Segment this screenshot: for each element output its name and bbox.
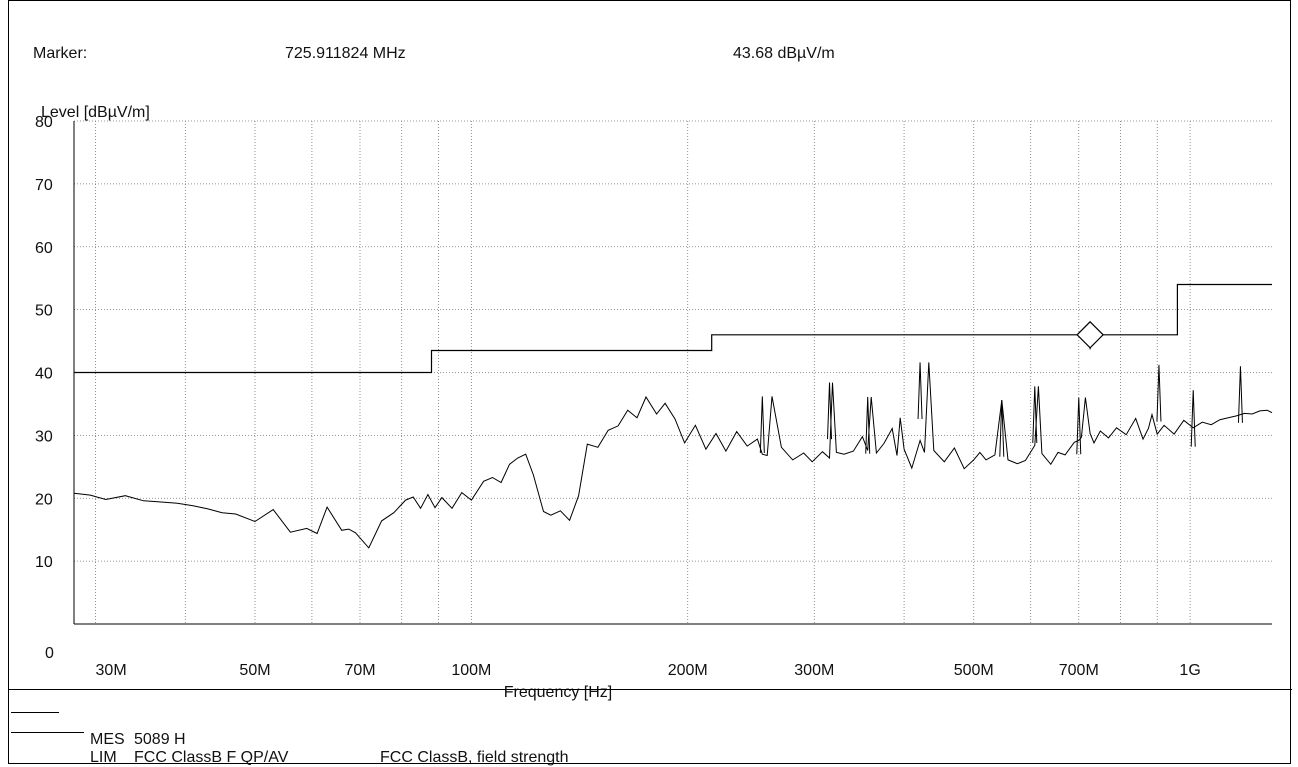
y-tick-label: 80: [35, 114, 53, 131]
x-tick-label: 1G: [1179, 662, 1200, 679]
emission-chart: 0 10 20 30 40 50 60 70 80 30M 50M 70M 100M 200M 300M 50…: [35, 104, 1273, 701]
y-tick-label: 10: [35, 554, 53, 571]
emission-spike: [865, 397, 871, 454]
y-tick-label: 0: [45, 645, 54, 662]
marker-frequency: 725.911824 MHz: [285, 45, 406, 62]
x-tick-label: 500M: [954, 662, 994, 679]
marker-level: 43.68 dBµV/m: [733, 45, 835, 62]
y-axis-label: Level [dBµV/m]: [41, 104, 150, 121]
y-tick-label: 20: [35, 491, 53, 508]
emission-spike: [1156, 364, 1162, 422]
legend-mes-tag: MES: [90, 731, 125, 748]
legend-lim-tag: LIM: [90, 749, 117, 766]
emission-spike: [999, 400, 1005, 457]
emission-spike: [1190, 390, 1196, 447]
legend-blank-line: [11, 712, 59, 713]
legend-lim-desc: FCC ClassB, field strength: [380, 749, 569, 766]
legend-lim-name: FCC ClassB F QP/AV: [134, 749, 289, 766]
x-tick-label: 50M: [239, 662, 270, 679]
marker-label: Marker:: [33, 45, 88, 62]
x-tick-label: 300M: [794, 662, 834, 679]
emission-spike: [759, 396, 765, 453]
emc-report-frame: Marker: 725.911824 MHz 43.68 dBµV/m 0 10 2…: [8, 0, 1292, 766]
y-tick-label: 50: [35, 303, 53, 320]
emission-spike: [1237, 366, 1243, 423]
legend-mes-line: [11, 732, 84, 733]
legend-mes-text: 5089 H: [134, 731, 186, 748]
emission-spike: [1032, 386, 1038, 443]
separator-line: [9, 689, 1292, 690]
y-tick-label: 30: [35, 428, 53, 445]
y-tick-label: 60: [35, 240, 53, 257]
y-tick-label: 40: [35, 366, 53, 383]
x-tick-label: 70M: [344, 662, 375, 679]
marker-diamond: [1076, 320, 1104, 349]
x-tick-label: 100M: [451, 662, 491, 679]
x-tick-label: 700M: [1059, 662, 1099, 679]
emission-spike: [827, 382, 833, 440]
emission-spike: [917, 362, 923, 420]
emission-spike: [1076, 397, 1082, 455]
y-tick-label: 70: [35, 177, 53, 194]
x-axis-label: Frequency [Hz]: [504, 684, 612, 701]
measurement-trace: [73, 362, 1273, 549]
x-tick-label: 200M: [668, 662, 708, 679]
x-tick-label: 30M: [96, 662, 127, 679]
limit-line: [74, 283, 1272, 374]
